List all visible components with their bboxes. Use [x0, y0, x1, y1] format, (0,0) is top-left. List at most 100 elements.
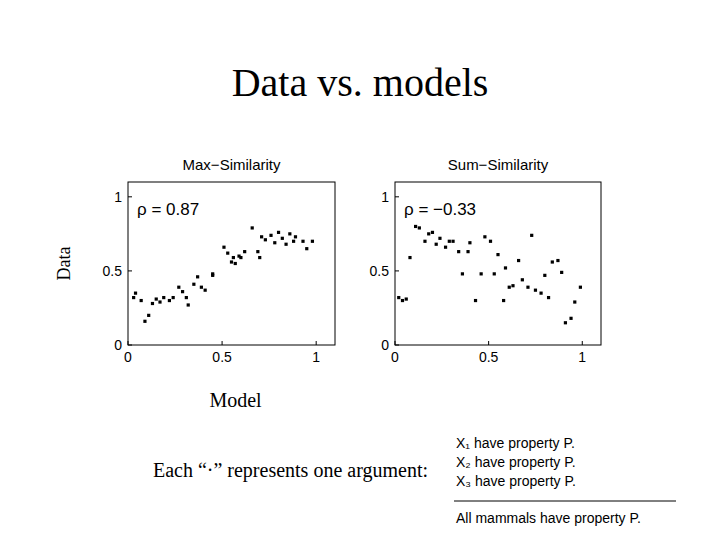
y-tick — [395, 345, 399, 346]
x-tick-label: 0.5 — [212, 349, 232, 365]
point — [292, 240, 295, 243]
y-tick-label: 0.5 — [103, 263, 123, 279]
point — [260, 235, 263, 238]
x-tick — [488, 341, 489, 345]
chart-title: Sum−Similarity — [448, 156, 549, 173]
x-tick-label: 1 — [312, 349, 320, 365]
point — [200, 286, 203, 289]
x-tick-label: 0 — [124, 349, 132, 365]
point — [517, 259, 520, 262]
y-tick-label: 1 — [114, 189, 122, 205]
point — [288, 232, 291, 235]
point — [243, 250, 246, 253]
point — [461, 272, 464, 275]
point — [451, 240, 454, 243]
point — [556, 259, 559, 262]
point — [251, 226, 254, 229]
point — [521, 278, 524, 281]
point — [489, 240, 492, 243]
point — [466, 250, 469, 253]
point — [435, 243, 438, 246]
point — [480, 272, 483, 275]
y-tick-label: 0.5 — [370, 263, 390, 279]
point — [405, 297, 408, 300]
point — [483, 235, 486, 238]
point — [511, 284, 514, 287]
y-tick — [128, 196, 132, 197]
x-tick — [128, 341, 129, 345]
point — [281, 237, 284, 240]
x-tick — [316, 341, 317, 345]
point — [177, 286, 180, 289]
point — [204, 289, 207, 292]
point — [234, 262, 237, 265]
point — [502, 299, 505, 302]
point — [438, 237, 441, 240]
point — [457, 250, 460, 253]
point — [493, 272, 496, 275]
x-tick-label: 1 — [578, 349, 586, 365]
point — [579, 286, 582, 289]
point — [158, 300, 161, 303]
y-tick-label: 1 — [381, 189, 389, 205]
point — [147, 314, 150, 317]
y-tick — [128, 270, 132, 271]
point — [168, 299, 171, 302]
y-tick-label: 0 — [114, 337, 122, 353]
point — [155, 297, 158, 300]
point — [232, 256, 235, 259]
point — [162, 296, 165, 299]
point — [256, 250, 259, 253]
x-tick-label: 0 — [391, 349, 399, 365]
point — [551, 260, 554, 263]
point — [185, 296, 188, 299]
point — [211, 274, 214, 277]
point — [277, 231, 280, 234]
point — [427, 232, 430, 235]
point — [151, 302, 154, 305]
point — [543, 274, 546, 277]
y-tick-label: 0 — [381, 337, 389, 353]
point — [418, 226, 421, 229]
point — [192, 283, 195, 286]
point — [539, 292, 542, 295]
point — [414, 225, 417, 228]
point — [397, 296, 400, 299]
x-tick — [582, 341, 583, 345]
annotation: ρ = 0.87 — [137, 200, 199, 219]
background — [0, 0, 720, 540]
point — [508, 286, 511, 289]
point — [526, 286, 529, 289]
point — [140, 299, 143, 302]
y-axis-label: Data — [54, 247, 74, 281]
slide-title: Data vs. models — [232, 60, 489, 105]
point — [431, 231, 434, 234]
point — [564, 321, 567, 324]
point — [239, 256, 242, 259]
point — [305, 247, 308, 250]
point — [196, 275, 199, 278]
point — [408, 256, 411, 259]
point — [134, 292, 137, 295]
point — [504, 266, 507, 269]
point — [530, 234, 533, 237]
point — [423, 240, 426, 243]
point — [311, 240, 314, 243]
point — [573, 300, 576, 303]
point — [273, 241, 276, 244]
chart: Sum−Similarity00.5100.51ρ = −0.33 — [370, 156, 601, 365]
point — [468, 241, 471, 244]
x-tick-label: 0.5 — [479, 349, 499, 365]
marks — [132, 226, 314, 323]
point — [143, 320, 146, 323]
point — [301, 240, 304, 243]
point — [284, 243, 287, 246]
point — [264, 238, 267, 241]
point — [181, 290, 184, 293]
point — [448, 240, 451, 243]
point — [226, 252, 229, 255]
marks — [397, 225, 582, 325]
point — [401, 299, 404, 302]
x-tick — [395, 341, 396, 345]
plot-frame — [395, 182, 601, 345]
